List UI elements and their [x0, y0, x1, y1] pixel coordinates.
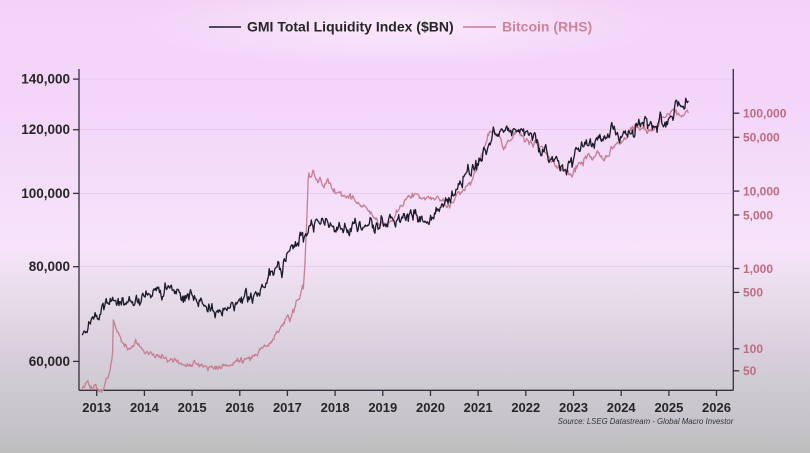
svg-text:2019: 2019: [368, 400, 397, 415]
svg-text:Bitcoin (RHS): Bitcoin (RHS): [502, 19, 592, 35]
svg-text:2021: 2021: [464, 400, 493, 415]
svg-text:2017: 2017: [273, 400, 302, 415]
svg-text:120,000: 120,000: [21, 122, 70, 137]
svg-text:2025: 2025: [654, 400, 683, 415]
svg-text:2015: 2015: [178, 400, 207, 415]
svg-text:2022: 2022: [511, 400, 540, 415]
svg-text:2018: 2018: [321, 400, 350, 415]
svg-text:100: 100: [743, 342, 763, 356]
svg-text:2026: 2026: [702, 400, 731, 415]
svg-text:2014: 2014: [130, 400, 160, 415]
svg-text:Source: LSEG Datastream - Glob: Source: LSEG Datastream - Global Macro I…: [558, 417, 734, 426]
svg-text:GMI Total Liquidity Index ($BN: GMI Total Liquidity Index ($BN): [247, 19, 454, 35]
svg-text:2024: 2024: [607, 400, 637, 415]
svg-text:2013: 2013: [82, 400, 111, 415]
svg-text:5,000: 5,000: [743, 208, 773, 222]
svg-text:100,000: 100,000: [743, 107, 787, 121]
svg-text:100,000: 100,000: [21, 186, 70, 201]
svg-text:60,000: 60,000: [29, 354, 70, 369]
svg-text:2016: 2016: [225, 400, 254, 415]
svg-text:2023: 2023: [559, 400, 588, 415]
svg-text:500: 500: [743, 286, 763, 300]
svg-text:50,000: 50,000: [743, 131, 780, 145]
svg-text:1,000: 1,000: [743, 262, 773, 276]
svg-text:10,000: 10,000: [743, 184, 780, 198]
svg-text:140,000: 140,000: [21, 72, 70, 87]
svg-text:80,000: 80,000: [29, 259, 70, 274]
svg-text:2020: 2020: [416, 400, 445, 415]
svg-text:50: 50: [743, 364, 757, 378]
